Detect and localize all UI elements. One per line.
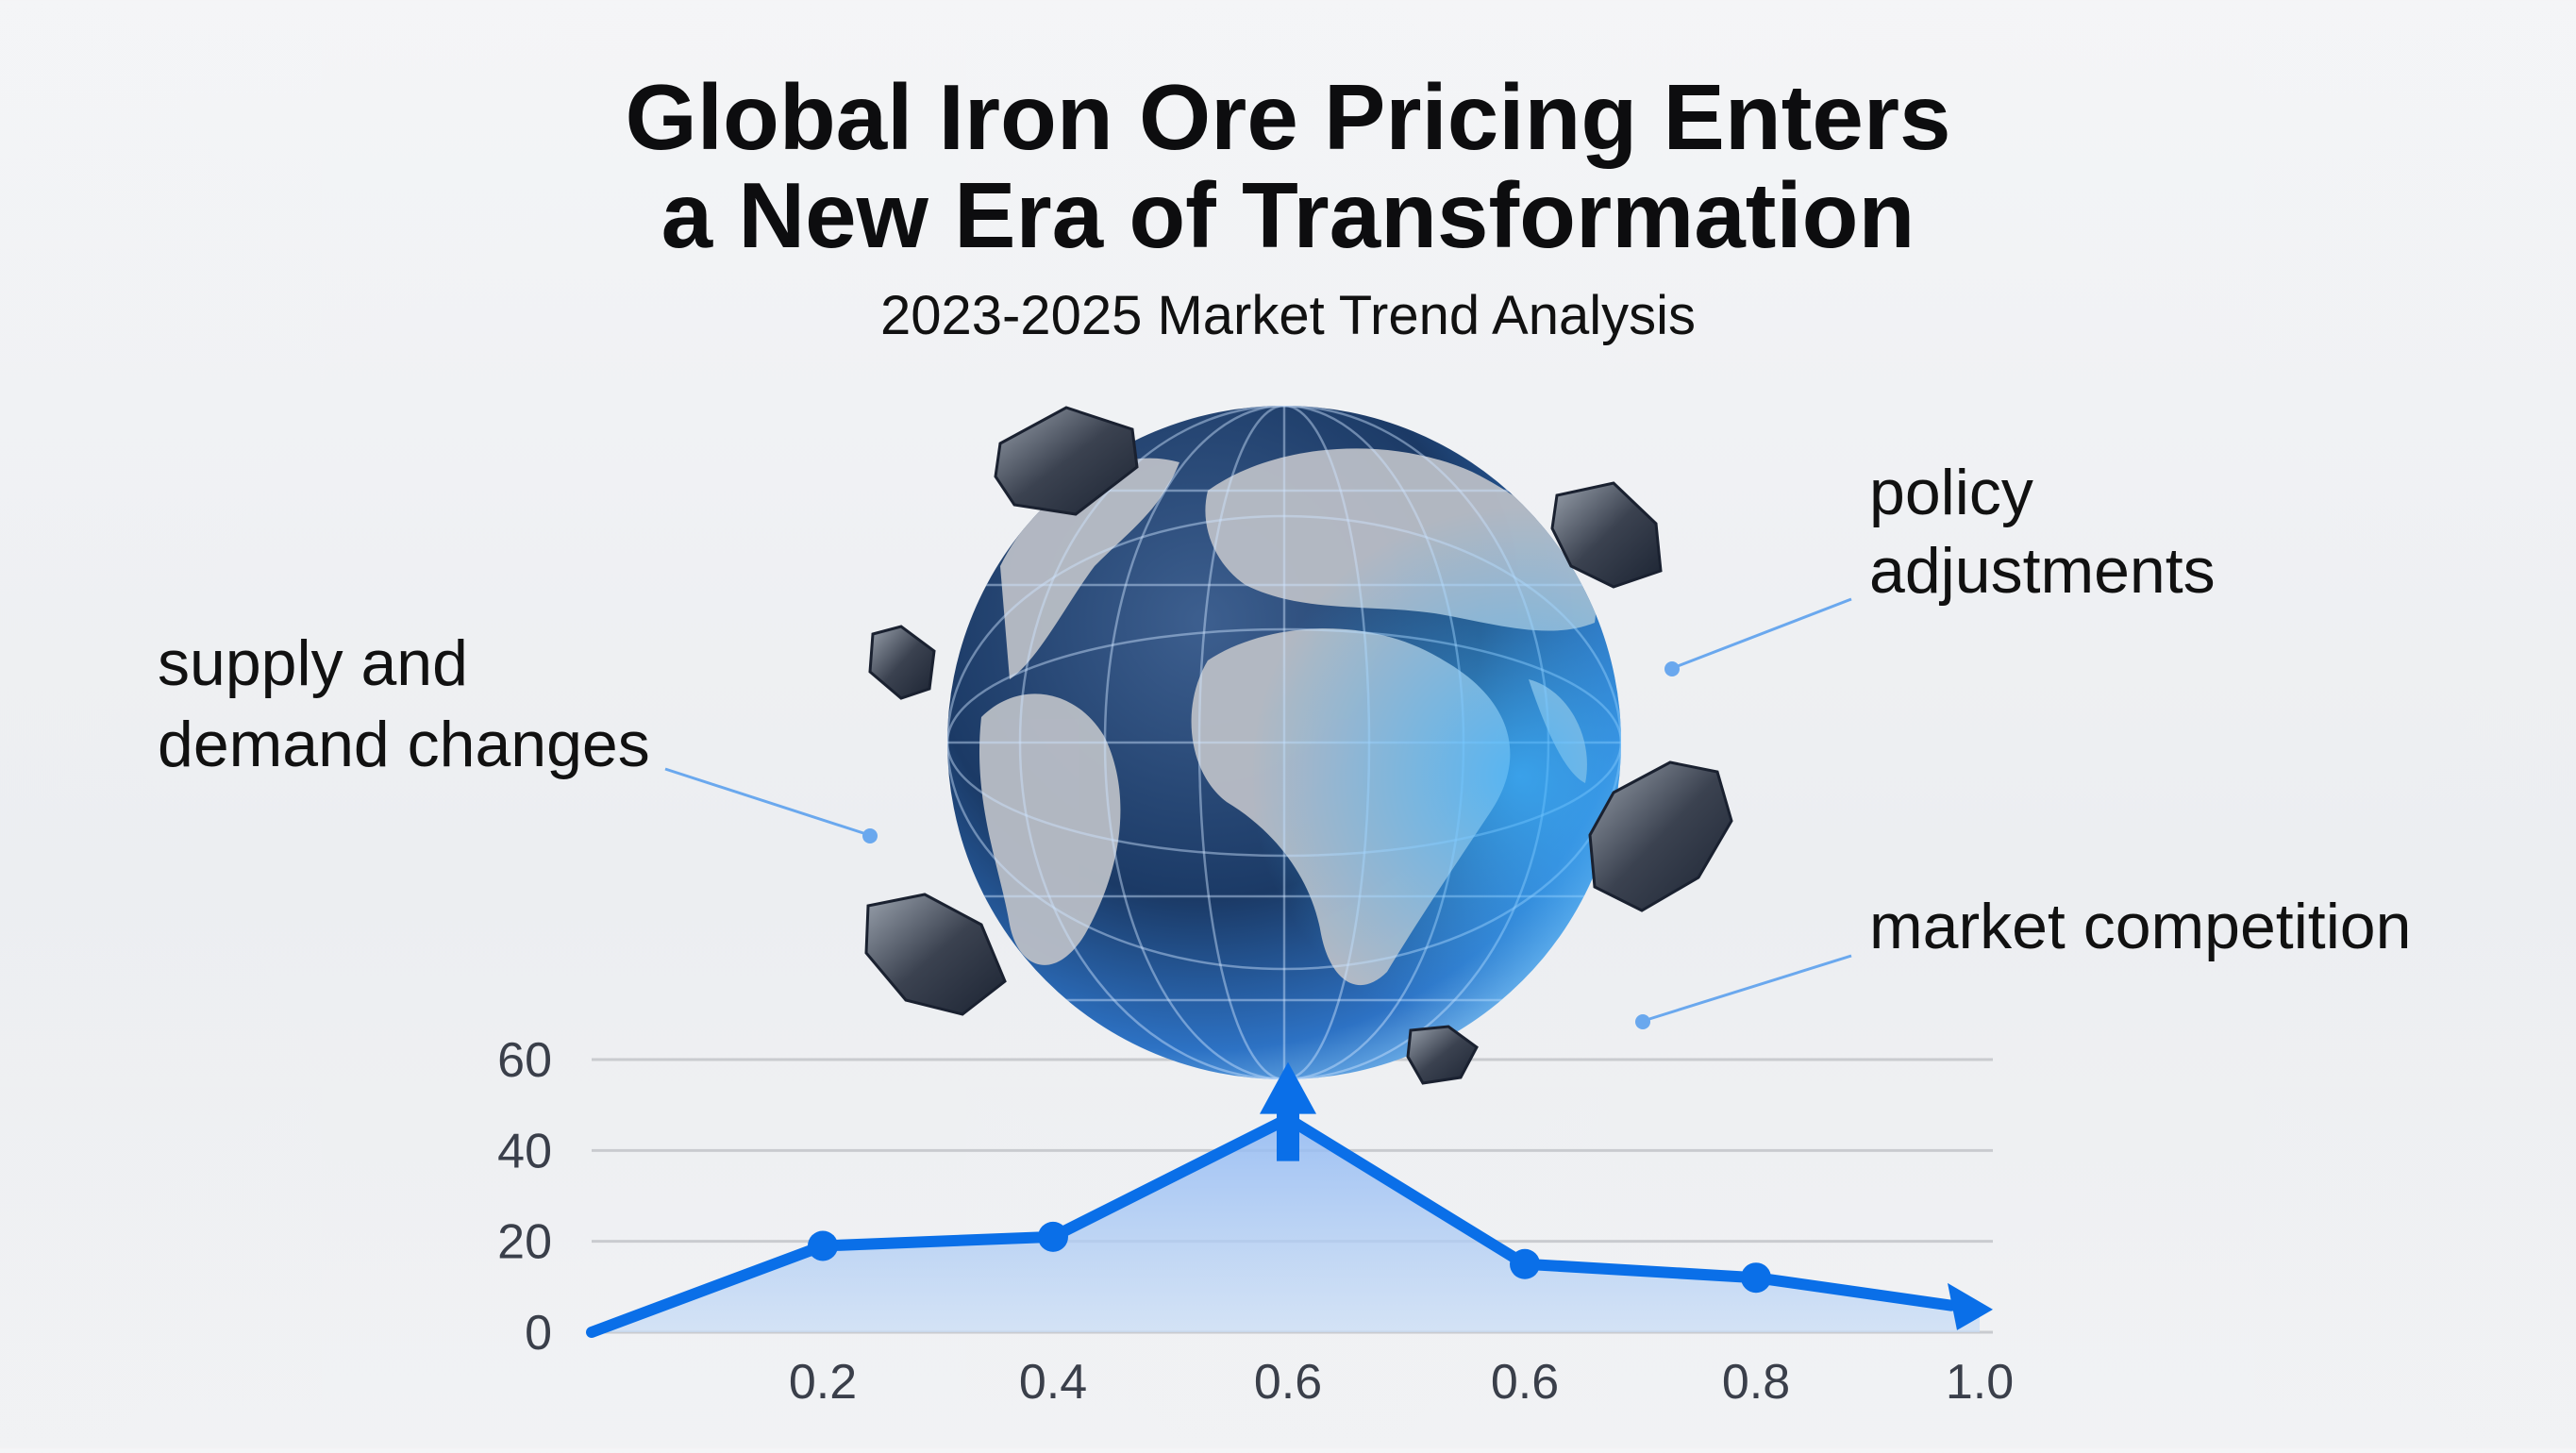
data-point <box>1510 1248 1540 1279</box>
globe-illustration <box>947 406 1621 1079</box>
rock-icon <box>868 625 936 700</box>
trend-chart: 0 20 40 60 0.2 0.4 0.6 0.6 0.8 1.0 <box>497 1033 2014 1410</box>
y-tick-label: 40 <box>497 1124 552 1178</box>
data-point <box>1038 1221 1068 1252</box>
end-arrow-icon <box>1948 1282 1993 1330</box>
x-tick-label: 0.4 <box>1019 1355 1087 1410</box>
data-point <box>1741 1262 1771 1294</box>
subtitle: 2023-2025 Market Trend Analysis <box>880 285 1696 346</box>
callout-competition: market competition <box>1635 891 2411 1029</box>
title-line-2: a New Era of Transformation <box>661 163 1915 267</box>
rock-icon <box>994 406 1139 516</box>
rock-icon <box>1406 1025 1479 1085</box>
trend-line-layer <box>586 1061 1993 1338</box>
callout-competition-text: market competition <box>1869 891 2411 962</box>
rock-icon <box>1588 760 1733 912</box>
callout-supply-line-2: demand changes <box>158 709 650 780</box>
callout-supply-demand: supply and demand changes <box>158 627 878 843</box>
peak-arrow-up-icon <box>1260 1061 1316 1114</box>
x-tick-label: 0.6 <box>1491 1355 1559 1410</box>
rock-icon <box>864 893 1007 1016</box>
x-tick-label: 0.8 <box>1722 1355 1790 1410</box>
rock-icon <box>1550 481 1663 589</box>
callout-supply-line-1: supply and <box>158 627 468 699</box>
iron-ore-rocks <box>864 406 1733 1085</box>
title-line-1: Global Iron Ore Pricing Enters <box>626 65 1951 169</box>
y-tick-label: 20 <box>497 1215 552 1270</box>
x-tick-label: 0.2 <box>789 1355 857 1410</box>
callout-policy-line-2: adjustments <box>1869 535 2216 607</box>
data-point <box>808 1230 838 1261</box>
y-tick-label: 60 <box>497 1033 552 1088</box>
callout-policy: policy adjustments <box>1664 457 2216 676</box>
callout-policy-line-1: policy <box>1869 457 2033 528</box>
peak-arrow-shaft <box>1277 1109 1299 1161</box>
x-tick-label: 1.0 <box>1946 1355 2014 1410</box>
y-tick-label: 0 <box>525 1306 552 1361</box>
chart-area-fill <box>592 1118 1980 1332</box>
x-tick-label: 0.6 <box>1254 1355 1322 1410</box>
